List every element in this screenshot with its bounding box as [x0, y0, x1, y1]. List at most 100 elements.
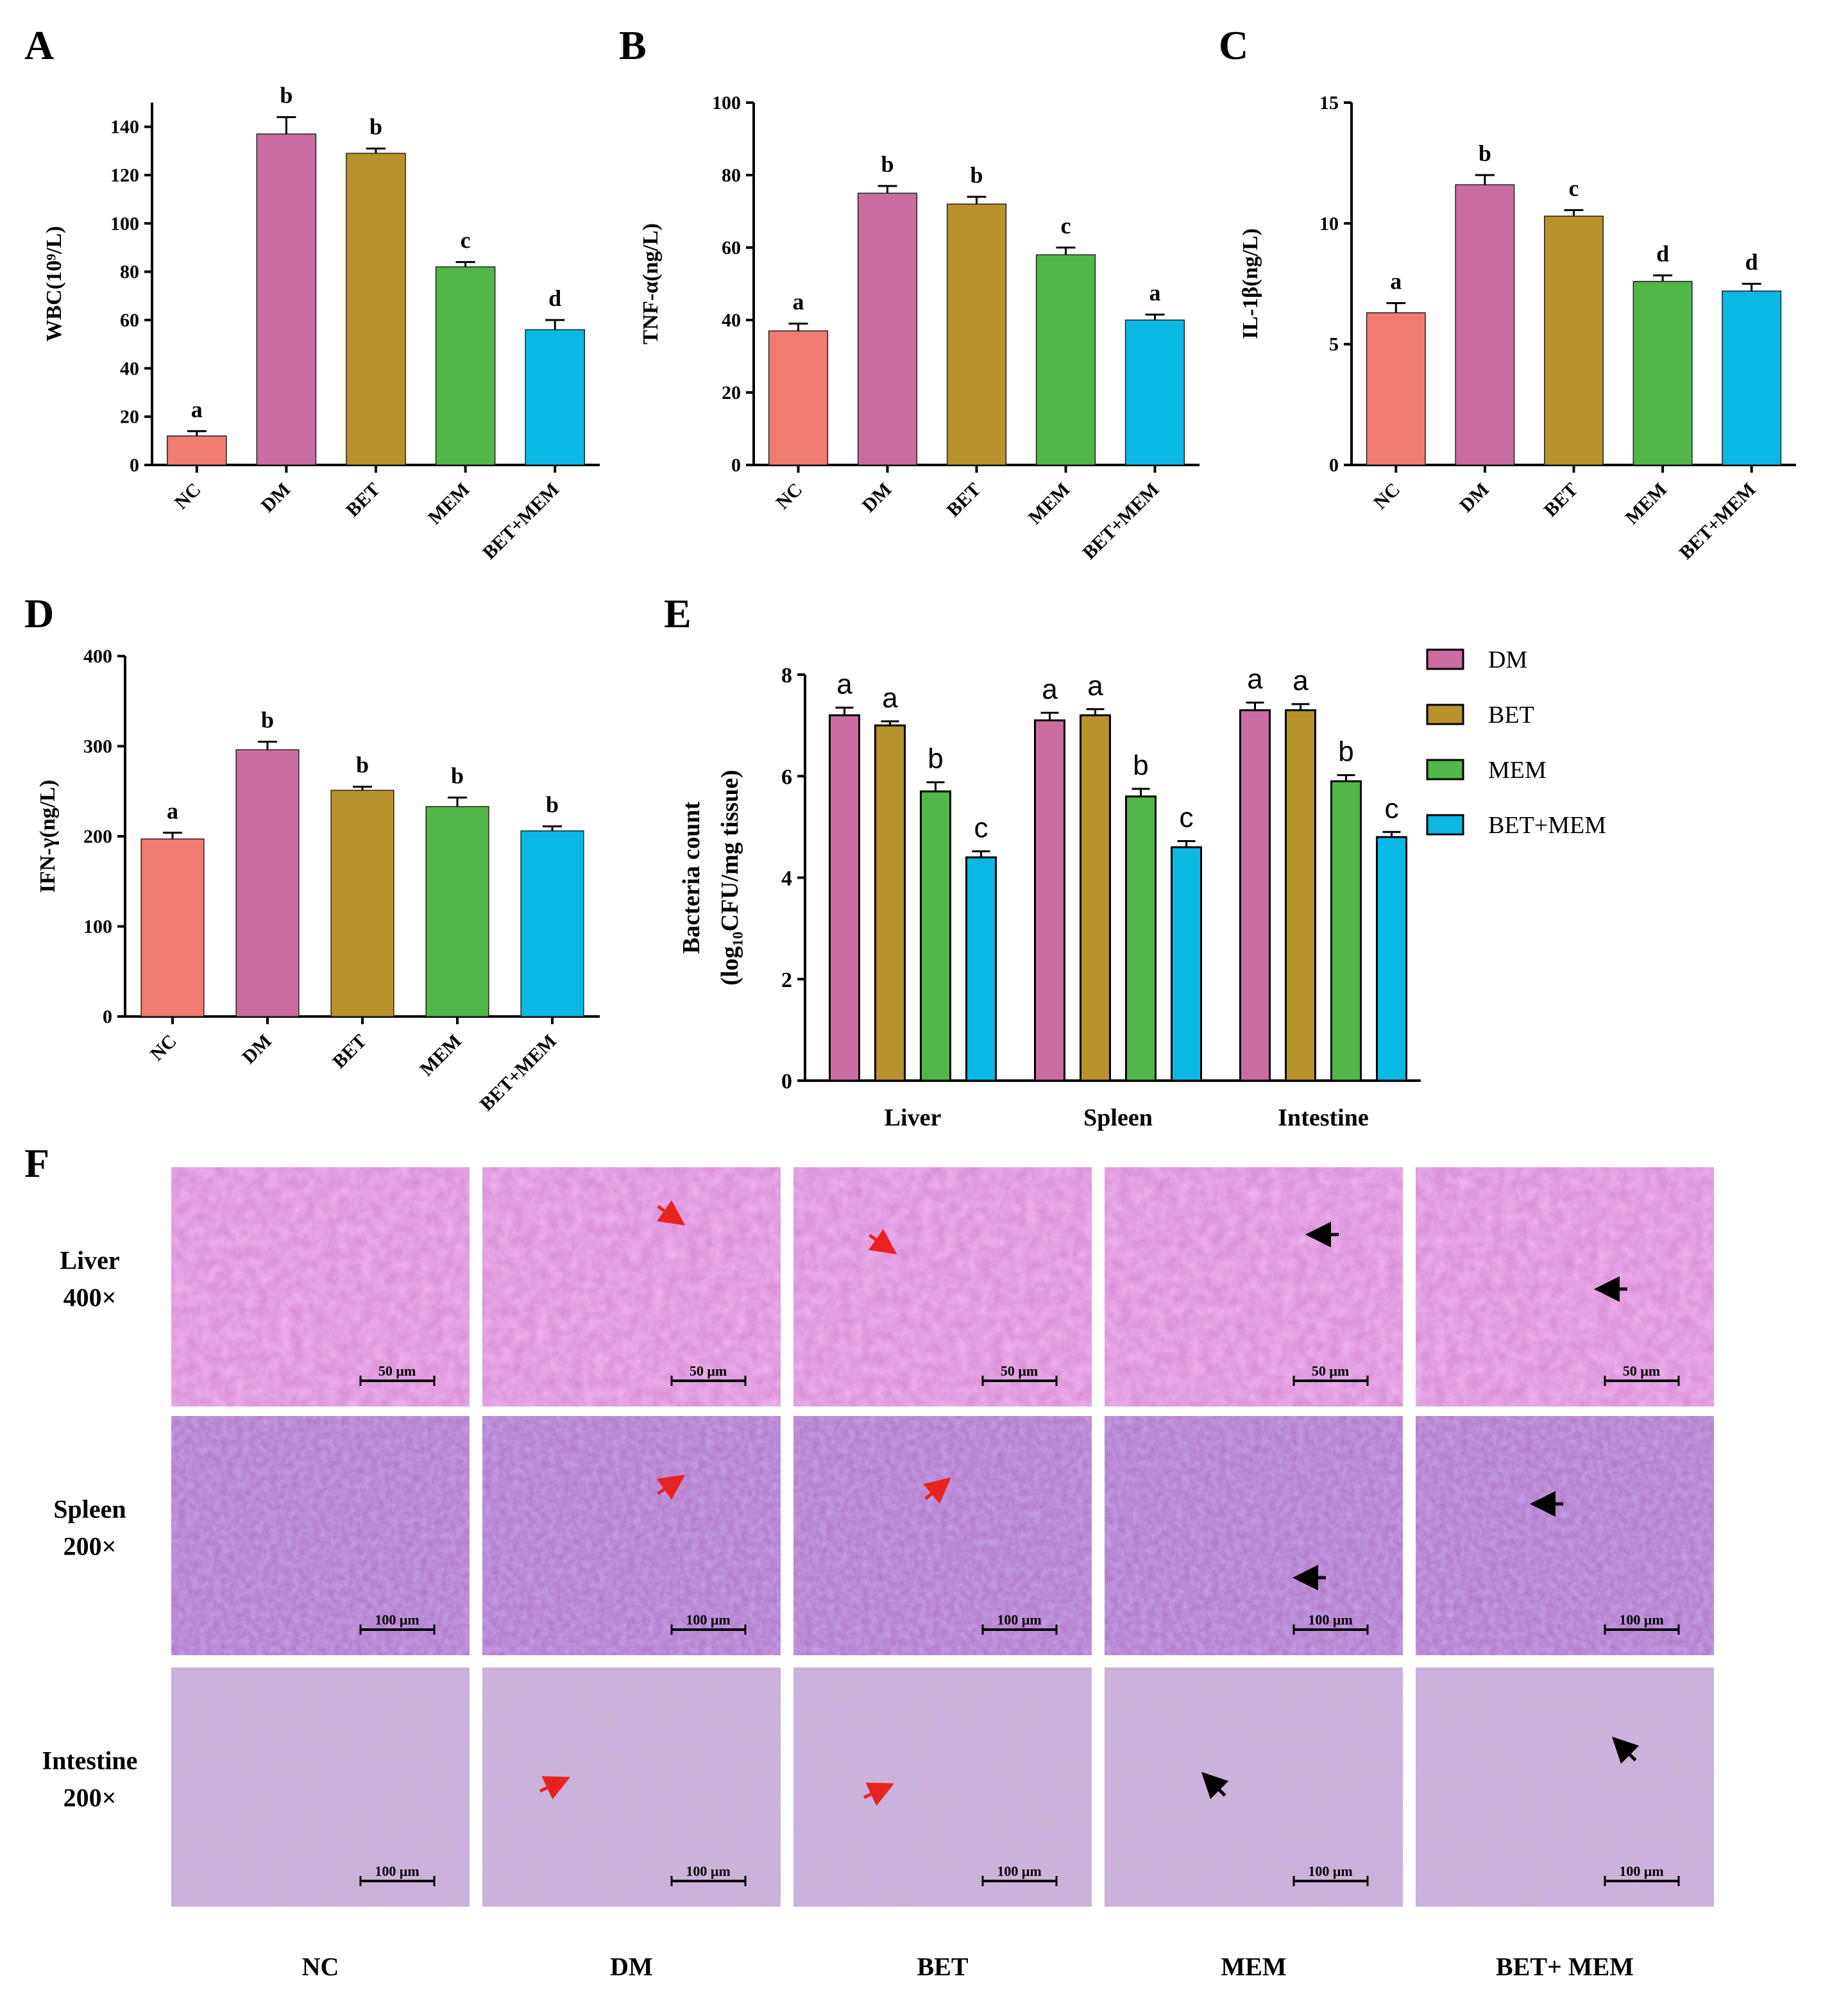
significance-letter: a — [1390, 269, 1402, 294]
x-tick-label: BET — [943, 479, 985, 521]
scale-bar-label: 100 μm — [686, 1612, 730, 1628]
black-arrow-marker — [1201, 1771, 1229, 1800]
bar — [1632, 280, 1693, 466]
micrograph-texture — [482, 1167, 781, 1406]
red-arrow-marker — [656, 1474, 686, 1500]
significance-letter: b — [881, 151, 894, 177]
scale-bar-label: 100 μm — [1619, 1612, 1663, 1628]
x-tick-label: NC — [1369, 479, 1404, 514]
y-tick-label: 120 — [110, 165, 139, 186]
legend-swatch — [1426, 814, 1464, 836]
y-tick-label: 0 — [781, 1070, 792, 1093]
significance-letter: a — [1293, 665, 1309, 696]
x-tick-label: DM — [238, 1031, 276, 1068]
bar — [1455, 184, 1515, 466]
y-tick-label: 20 — [120, 407, 139, 428]
bar — [1124, 319, 1185, 466]
bar — [1722, 291, 1782, 466]
scale-bar-label: 100 μm — [1619, 1863, 1663, 1879]
scale-bar-label: 100 μm — [375, 1612, 419, 1628]
row-label-tissue: Liver — [60, 1246, 119, 1275]
column-label: NC — [302, 1952, 339, 1981]
significance-letter: d — [548, 285, 561, 311]
micrograph-texture — [793, 1416, 1092, 1655]
scale-bar-label: 100 μm — [1308, 1612, 1352, 1628]
bar — [425, 806, 489, 1017]
bar — [829, 714, 860, 1082]
black-arrow-marker — [1611, 1736, 1640, 1764]
significance-letter: a — [191, 396, 203, 422]
micrograph-texture — [793, 1667, 1092, 1907]
legend-label: DM — [1488, 646, 1527, 673]
row-label-magnification: 400× — [64, 1283, 117, 1312]
significance-letter: c — [1180, 802, 1194, 834]
y-axis-label: IFN-γ(ng/L) — [36, 780, 60, 893]
y-tick-label: 80 — [120, 262, 139, 283]
bar — [256, 133, 317, 466]
bar — [525, 329, 586, 466]
bar — [435, 266, 496, 466]
significance-letter: a — [1087, 670, 1103, 702]
y-tick-label: 10 — [1319, 213, 1339, 234]
bar — [874, 724, 906, 1082]
significance-letter: a — [836, 668, 852, 700]
y-tick-label: 6 — [781, 765, 792, 789]
bar — [1080, 714, 1111, 1082]
x-tick-label: BET+MEM — [1675, 479, 1760, 564]
bar — [1376, 836, 1407, 1082]
significance-letter: b — [970, 162, 983, 188]
y-axis-label: WBC(10⁹/L) — [42, 226, 66, 341]
bar — [140, 838, 205, 1017]
x-category-label: Intestine — [1278, 1104, 1368, 1131]
bar — [520, 830, 584, 1017]
bar — [1366, 312, 1426, 466]
significance-letter: a — [1149, 280, 1161, 306]
bar — [330, 789, 394, 1017]
legend-swatch — [1426, 704, 1464, 725]
significance-letter: c — [974, 812, 988, 843]
x-tick-label: NC — [171, 479, 205, 514]
chart-tnf-alpha: 0 20 40 60 80 100 TNF-α(ng/L) a NC b DM b BET c MEM a BE… — [639, 92, 1200, 564]
scale-bar-label: 100 μm — [997, 1863, 1041, 1879]
y-tick-label: 20 — [722, 382, 741, 403]
y-tick-label: 40 — [120, 358, 139, 379]
significance-letter: b — [1479, 140, 1491, 166]
bar — [946, 203, 1007, 466]
significance-letter: d — [1656, 240, 1669, 266]
y-tick-label: 300 — [83, 736, 112, 757]
column-label: DM — [610, 1952, 653, 1981]
y-tick-label: 100 — [83, 916, 112, 938]
micrograph-texture — [793, 1167, 1092, 1406]
y-axis-label: IL-1β(ng/L) — [1239, 228, 1262, 339]
column-label: BET+ MEM — [1496, 1952, 1634, 1981]
row-label-magnification: 200× — [64, 1784, 117, 1812]
red-arrow-marker — [923, 1477, 951, 1504]
significance-letter: a — [793, 289, 804, 315]
significance-letter: d — [1745, 249, 1758, 275]
significance-letter: c — [1385, 793, 1399, 824]
significance-letter: b — [261, 707, 274, 732]
scale-bar-label: 50 μm — [690, 1363, 727, 1379]
bar — [965, 856, 997, 1082]
chart-wbc: 0 20 40 60 80 100 120 140 WBC(10⁹/L) a NC b DM b BET c M… — [42, 83, 600, 564]
chart-bacteria-count: 0 2 4 6 8 Bacteria count (log₁₀CFU/mg tissue) a… — [678, 646, 1606, 1131]
significance-letter: b — [546, 792, 559, 818]
x-category-label: Spleen — [1083, 1104, 1153, 1131]
significance-letter: a — [882, 682, 898, 714]
scale-bar-label: 50 μm — [1623, 1363, 1660, 1379]
micrograph-texture — [171, 1167, 470, 1406]
micrograph-texture — [1416, 1667, 1714, 1907]
panel-label-f: F — [24, 1140, 49, 1186]
significance-letter: b — [369, 114, 382, 140]
x-tick-label: NC — [146, 1031, 181, 1065]
x-category-label: Liver — [885, 1104, 942, 1131]
row-label-magnification: 200× — [64, 1532, 117, 1561]
y-axis-label-line2: (log₁₀CFU/mg tissue) — [716, 770, 743, 985]
significance-letter: c — [1569, 176, 1579, 201]
scale-bar-label: 100 μm — [1308, 1863, 1352, 1879]
significance-letter: b — [928, 743, 943, 775]
x-tick-label: BET — [328, 1031, 371, 1073]
micrograph-texture — [1105, 1416, 1403, 1655]
row-label-tissue: Spleen — [53, 1495, 126, 1524]
